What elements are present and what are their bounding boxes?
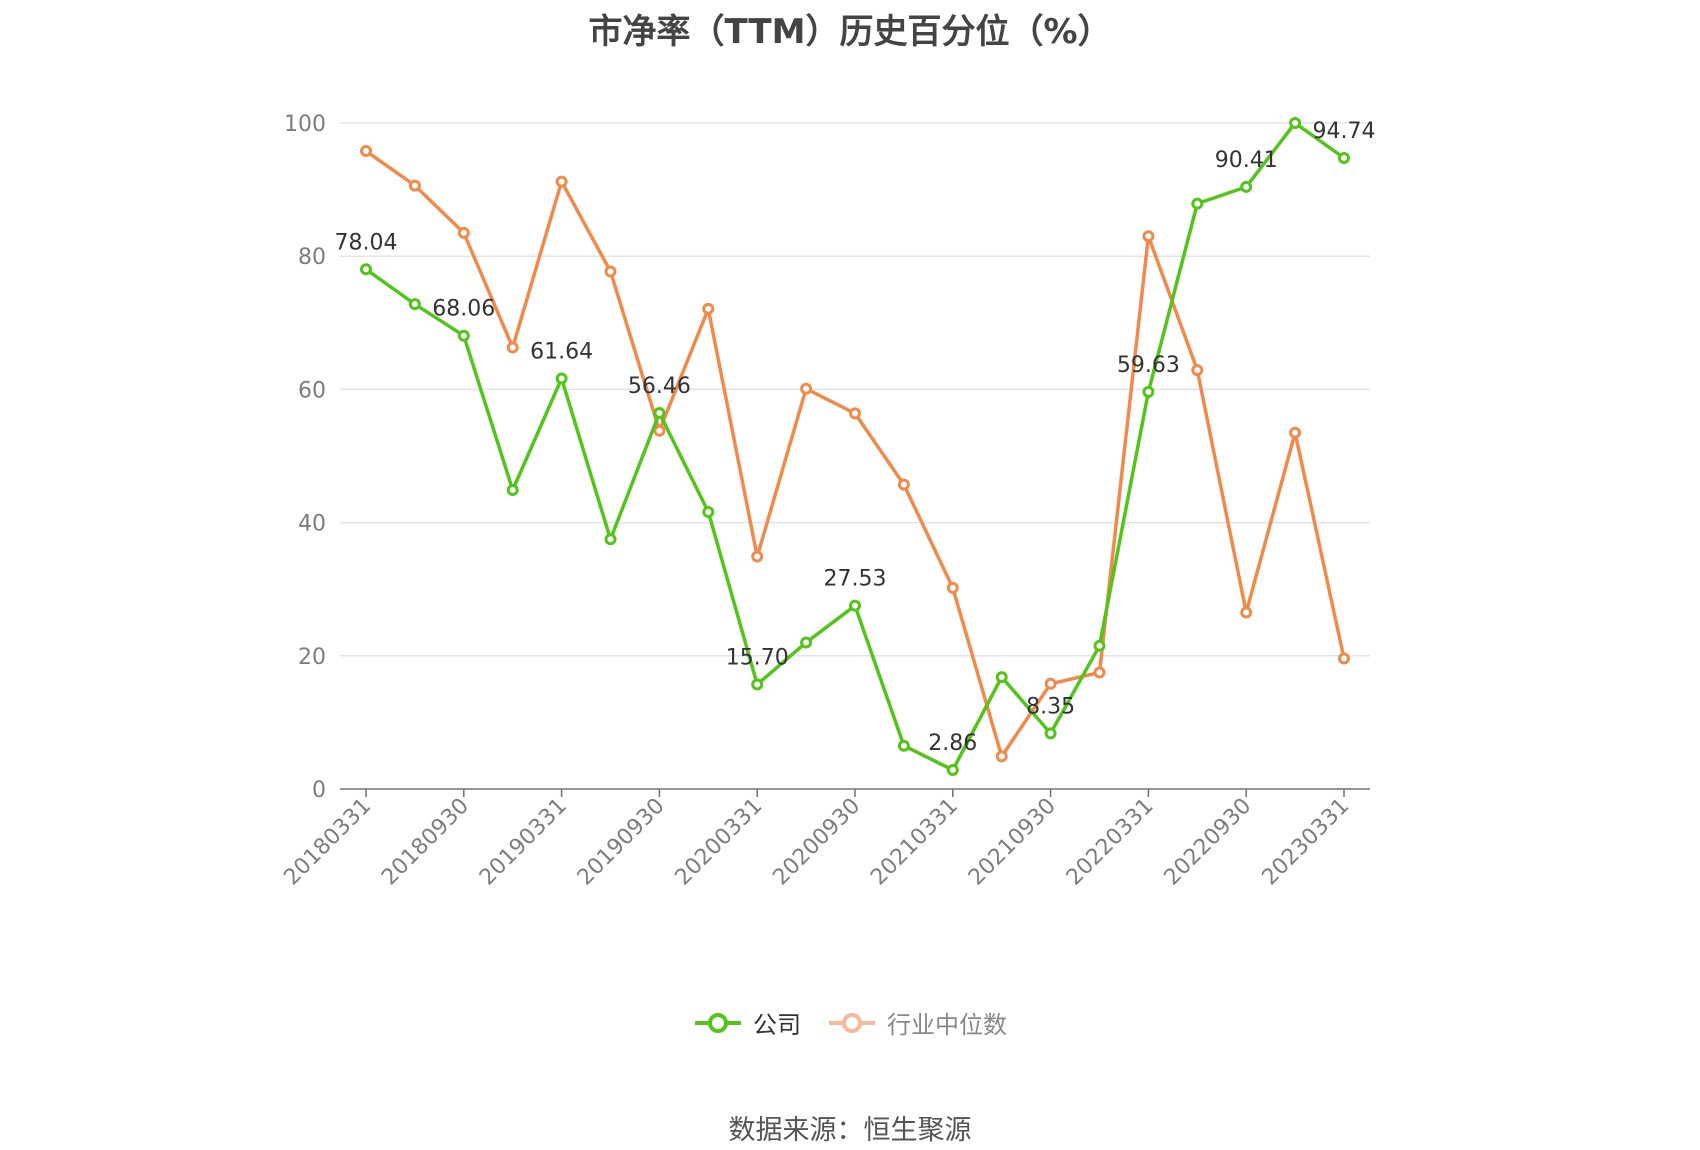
x-tick-label: 20220930 xyxy=(1160,794,1257,891)
data-point-industry xyxy=(1289,426,1302,439)
x-tick-label: 20200930 xyxy=(768,794,865,891)
y-axis-ticks: 0 20 40 60 80 100 xyxy=(284,112,326,803)
data-point-company xyxy=(946,763,959,776)
data-label: 8.35 xyxy=(1026,694,1075,719)
data-point-company xyxy=(995,671,1008,684)
data-point-industry xyxy=(653,424,666,437)
data-point-industry xyxy=(849,407,861,420)
data-label: 2.86 xyxy=(928,731,977,756)
legend-industry-icon xyxy=(829,1012,875,1033)
data-point-industry xyxy=(1093,666,1106,679)
data-point-industry xyxy=(555,175,568,188)
grid-lines xyxy=(340,122,1370,657)
legend-company-label: 公司 xyxy=(753,1011,801,1039)
data-point-industry xyxy=(1044,677,1057,690)
data-point-company xyxy=(1191,197,1204,210)
data-label: 68.06 xyxy=(432,297,495,322)
data-point-company xyxy=(1142,385,1155,398)
y-tick-label: 60 xyxy=(298,378,326,403)
data-point-company xyxy=(408,298,421,311)
data-label: 59.63 xyxy=(1117,353,1180,378)
data-point-company xyxy=(360,263,372,276)
series-line-industry xyxy=(364,149,1346,759)
x-tick-label: 20210930 xyxy=(964,794,1061,891)
data-point-company xyxy=(849,599,861,612)
x-tick-label: 20180331 xyxy=(279,794,376,891)
data-point-industry xyxy=(995,750,1008,763)
data-point-industry xyxy=(1142,230,1155,243)
x-tick-label: 20220331 xyxy=(1062,794,1159,891)
legend-item-company[interactable]: 公司 xyxy=(693,1005,801,1040)
x-tick-label: 20180930 xyxy=(377,794,474,891)
data-point-company xyxy=(800,636,813,649)
data-point-company xyxy=(653,406,666,419)
x-axis-ticks: 20180331 20180930 20190331 20190930 20200331… xyxy=(279,789,1354,890)
data-label: 61.64 xyxy=(530,339,593,364)
data-point-company xyxy=(604,533,617,546)
legend: 公司 行业中位数 xyxy=(0,1005,1700,1040)
y-tick-label: 20 xyxy=(298,645,326,670)
series-line-company xyxy=(364,121,1346,772)
data-label: 90.41 xyxy=(1215,148,1278,173)
data-point-company xyxy=(1240,180,1253,193)
data-point-company xyxy=(1044,727,1057,740)
data-point-company xyxy=(702,505,715,518)
data-point-industry xyxy=(702,302,715,315)
data-label: 27.53 xyxy=(824,567,887,592)
legend-industry-label: 行业中位数 xyxy=(887,1011,1007,1039)
data-point-company xyxy=(506,483,519,496)
y-tick-label: 0 xyxy=(312,778,326,803)
data-point-company xyxy=(1093,639,1106,652)
y-tick-label: 100 xyxy=(284,112,326,137)
data-label: 15.70 xyxy=(726,645,789,670)
data-point-company xyxy=(555,372,568,385)
series-lines xyxy=(360,117,1350,776)
data-label: 56.46 xyxy=(628,374,691,399)
y-tick-label: 80 xyxy=(298,245,326,270)
data-point-industry xyxy=(408,179,421,192)
data-point-industry xyxy=(946,581,959,594)
source-note: 数据来源：恒生聚源 xyxy=(728,1115,972,1146)
x-tick-label: 20190331 xyxy=(475,794,572,891)
data-point-company xyxy=(897,739,910,752)
x-tick-label: 20200331 xyxy=(671,794,768,891)
legend-item-industry[interactable]: 行业中位数 xyxy=(827,1005,1007,1040)
data-label: 94.74 xyxy=(1313,119,1376,144)
data-point-industry xyxy=(1191,364,1204,377)
data-point-industry xyxy=(1338,652,1350,665)
data-point-industry xyxy=(751,550,764,563)
x-tick-label: 20210331 xyxy=(866,794,963,891)
data-point-company xyxy=(457,329,470,342)
x-tick-label: 20230331 xyxy=(1257,794,1354,891)
legend-company-icon xyxy=(695,1012,741,1033)
data-labels: 78.04 68.06 61.64 56.46 15.70 27.53 2.86 8.35 59… xyxy=(335,119,1376,756)
chart-title: 市净率（TTM）历史百分位（%） xyxy=(588,12,1112,52)
data-point-company xyxy=(1338,152,1350,165)
data-point-company xyxy=(1289,117,1302,129)
data-point-company xyxy=(751,678,764,691)
data-point-industry xyxy=(800,382,813,395)
data-point-industry xyxy=(360,144,372,157)
x-tick-label: 20190930 xyxy=(573,794,670,891)
data-label: 78.04 xyxy=(335,230,398,255)
data-point-industry xyxy=(604,265,617,278)
data-point-industry xyxy=(897,478,910,491)
data-point-industry xyxy=(457,226,470,239)
data-point-industry xyxy=(506,341,519,354)
y-tick-label: 40 xyxy=(298,512,326,537)
data-point-industry xyxy=(1240,606,1253,619)
